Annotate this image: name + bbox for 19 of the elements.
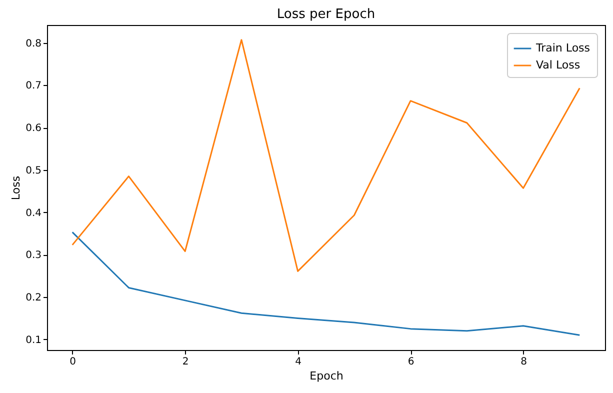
y-tick-label: 0.7 [26,80,42,92]
y-axis-title: Loss [10,176,23,200]
y-tick-label: 0.6 [26,123,42,134]
y-tick-label: 0.2 [26,292,42,304]
x-tick-label: 6 [408,356,414,368]
y-tick-label: 0.8 [26,38,42,50]
y-tick-label: 0.4 [26,208,42,219]
x-axis-title: Epoch [310,370,344,382]
legend-label: Train Loss [535,42,590,54]
x-tick-label: 2 [182,356,189,368]
x-tick-label: 4 [295,356,302,368]
y-tick-label: 0.3 [26,250,42,262]
legend-label: Val Loss [536,58,580,72]
x-tick-label: 0 [70,356,76,368]
y-tick-label: 0.5 [26,165,42,176]
line-series [72,231,580,336]
chart-title: Loss per Epoch [276,7,376,22]
x-tick-label: 8 [520,356,527,368]
y-tick-label: 0.1 [26,334,42,346]
